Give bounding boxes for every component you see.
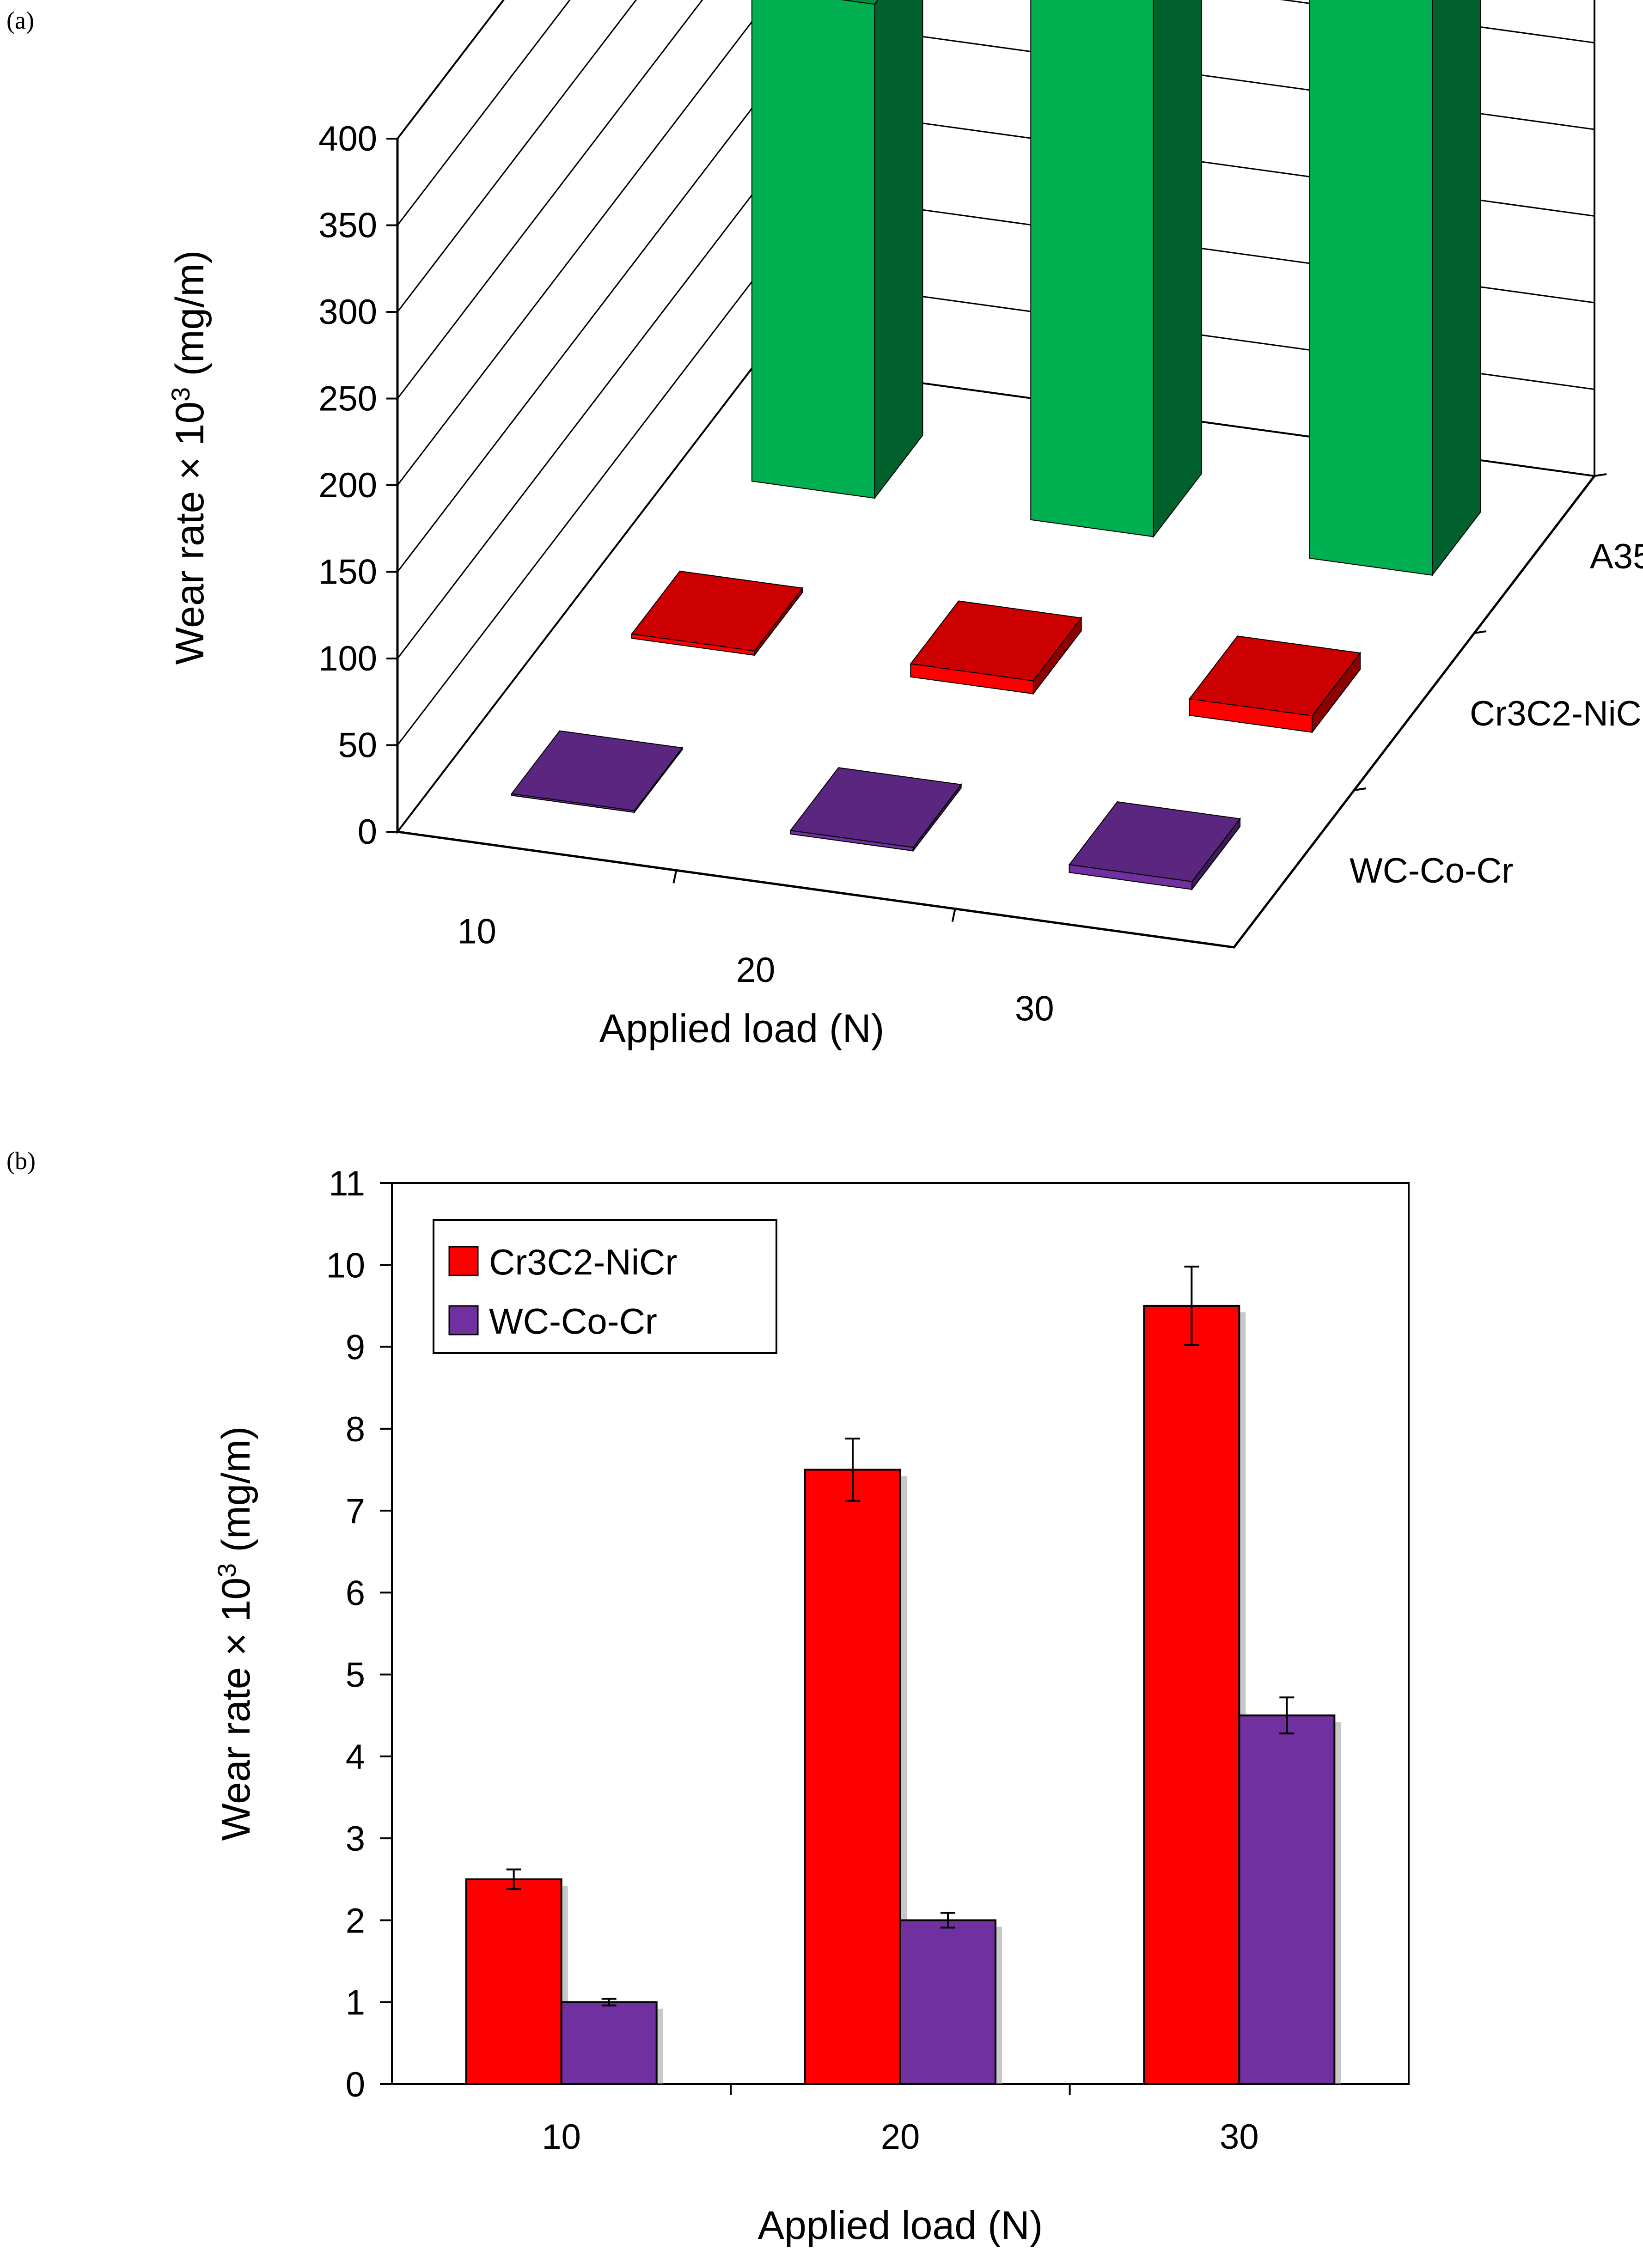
chart-a-x-tick-labels: 10 20 30: [457, 912, 1054, 1029]
axis-lines: [396, 139, 1595, 949]
y-tick-label: 100: [318, 639, 377, 678]
y-tick-label: 10: [326, 1246, 365, 1285]
bar-WC-Co-Cr-30: [1238, 1714, 1336, 2085]
bar-Cr3C2-NiCr-20: [804, 1469, 901, 2085]
x-tick-label: 10: [457, 912, 496, 951]
chart-a-axes: [396, 139, 1607, 949]
bar-front: [1069, 864, 1193, 890]
y-tick-label: 8: [346, 1410, 365, 1449]
chart-a-x-axis-title: Applied load (N): [599, 1006, 885, 1051]
x-tick: [672, 870, 678, 884]
z-tick: [1474, 630, 1487, 634]
y-tick-label: 4: [346, 1738, 365, 1777]
chart-a-bars: [511, 0, 1481, 891]
bar-front: [1189, 698, 1313, 733]
bar-front: [631, 633, 755, 656]
series-label: WC-Co-Cr: [1350, 851, 1514, 890]
series-label: A356: [1590, 537, 1643, 576]
panel-a-label: (a): [6, 6, 34, 34]
y-tick-label: 6: [346, 1573, 365, 1613]
y-tick-label: 1: [346, 1983, 365, 2023]
bar-A356-30: [1309, 0, 1481, 577]
y-tick-label: 11: [329, 1164, 365, 1203]
bar-side: [874, 0, 923, 500]
panel-b-label: (b): [6, 1147, 36, 1175]
bar-Cr3C2-NiCr-30: [1143, 1305, 1240, 2085]
chart-b-y-axis-title: Wear rate × 103 (mg/m): [212, 1427, 258, 1841]
series-label: Cr3C2-NiCr: [1470, 694, 1643, 733]
bar-A356-10: [751, 0, 923, 500]
y-tick-label: 250: [318, 379, 377, 419]
y-tick-label: 3: [346, 1819, 365, 1859]
bar-front: [790, 830, 914, 852]
x-tick-label: 20: [881, 2117, 920, 2157]
x-tick-label: 30: [1015, 989, 1054, 1028]
legend-label: Cr3C2-NiCr: [489, 1242, 677, 1282]
y-tick-label: 9: [346, 1328, 365, 1367]
legend-label: WC-Co-Cr: [489, 1301, 657, 1341]
bar-A356-20: [1030, 0, 1202, 538]
x-tick: [951, 908, 956, 922]
bar-WC-Co-Cr-10: [560, 2001, 658, 2085]
chart-b-bar: 0 1 2 3 4 5 6 7 8 9 10 11 10 20 30 Cr3C2-NiCr WC-Co-Cr…: [212, 1164, 1410, 2248]
chart-b-legend: Cr3C2-NiCr WC-Co-Cr: [433, 1219, 777, 1354]
gridline: [397, 0, 571, 226]
y-tick-label: 7: [346, 1492, 365, 1531]
bar-side: [1153, 0, 1202, 538]
chart-a-3d-bar: 0 50 100 150 200 250 300 350 400 10 20 30 WC-Co-Cr…: [166, 0, 1643, 1051]
z-tick: [1594, 473, 1607, 477]
chart-b-error-bars: [506, 1265, 1295, 2006]
bar-front: [1309, 0, 1433, 576]
bar-front: [1030, 0, 1154, 537]
bar-WC-Co-Cr-10: [511, 730, 684, 814]
bar-Cr3C2-NiCr-20: [910, 600, 1082, 695]
y-tick-label: 300: [318, 293, 377, 332]
legend-box: [433, 1219, 777, 1354]
chart-a-y-tick-labels: 0 50 100 150 200 250 300 350 400: [318, 119, 377, 852]
bar-WC-Co-Cr-20: [899, 1919, 996, 2085]
y-tick-label: 350: [318, 206, 377, 245]
legend-swatch: [448, 1305, 479, 1335]
y-tick-label: 0: [358, 812, 377, 852]
legend-swatch: [448, 1246, 479, 1276]
chart-b-x-tick-labels: 10 20 30: [542, 2117, 1258, 2157]
x-tick-label: 20: [736, 951, 776, 990]
x-tick-label: 10: [542, 2117, 581, 2157]
bar-WC-Co-Cr-20: [789, 767, 962, 853]
chart-b-tick-marks: [380, 1182, 1071, 2095]
y-tick-label: 0: [346, 2065, 365, 2104]
gridline: [397, 0, 637, 312]
x-tick-label: 30: [1220, 2117, 1259, 2157]
bar-Cr3C2-NiCr-10: [631, 570, 804, 657]
y-tick-label: 5: [346, 1656, 365, 1695]
bar-WC-Co-Cr-30: [1068, 801, 1241, 891]
bar-front: [751, 0, 875, 499]
chart-a-series-labels: WC-Co-Cr Cr3C2-NiCr A356: [1350, 537, 1643, 890]
bar-front: [910, 663, 1034, 695]
bar-Cr3C2-NiCr-10: [465, 1878, 562, 2085]
chart-b-x-axis-title: Applied load (N): [758, 2203, 1043, 2248]
y-tick-label: 400: [318, 119, 377, 159]
y-tick-label: 200: [318, 466, 377, 505]
bar-front: [511, 793, 635, 813]
chart-a-y-axis-title: Wear rate × 103 (mg/m): [166, 250, 212, 665]
bar-Cr3C2-NiCr-30: [1188, 635, 1361, 734]
bar-side: [1432, 0, 1481, 577]
y-tick-label: 150: [318, 553, 377, 592]
y-tick-label: 50: [338, 726, 377, 765]
y-tick-label: 2: [346, 1901, 365, 1940]
z-tick: [1354, 787, 1367, 791]
chart-b-y-tick-labels: 0 1 2 3 4 5 6 7 8 9 10 11: [326, 1164, 365, 2104]
